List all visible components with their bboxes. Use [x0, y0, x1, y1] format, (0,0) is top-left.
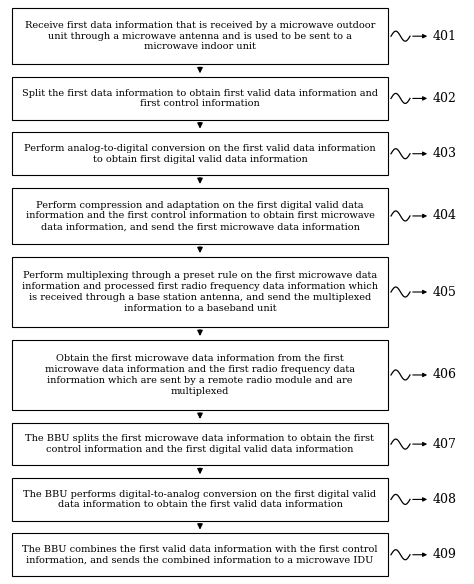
Text: The BBU splits the first microwave data information to obtain the first
control : The BBU splits the first microwave data … — [26, 434, 374, 454]
Text: The BBU combines the first valid data information with the first control
informa: The BBU combines the first valid data in… — [22, 545, 378, 565]
Text: 407: 407 — [433, 437, 457, 451]
Bar — [12, 8, 388, 64]
Text: 401: 401 — [433, 30, 457, 43]
Bar — [12, 133, 388, 175]
Bar — [12, 478, 388, 521]
Text: Split the first data information to obtain first valid data information and
firs: Split the first data information to obta… — [22, 89, 378, 108]
Text: 408: 408 — [433, 493, 457, 506]
Text: 409: 409 — [433, 548, 457, 561]
Text: Perform analog-to-digital conversion on the first valid data information
to obta: Perform analog-to-digital conversion on … — [24, 144, 376, 164]
Text: Perform multiplexing through a preset rule on the first microwave data
informati: Perform multiplexing through a preset ru… — [22, 272, 378, 312]
Text: 406: 406 — [433, 369, 457, 381]
Text: Perform compression and adaptation on the first digital valid data
information a: Perform compression and adaptation on th… — [26, 201, 374, 231]
Bar — [12, 423, 388, 465]
Bar — [12, 188, 388, 244]
Text: The BBU performs digital-to-analog conversion on the first digital valid
data in: The BBU performs digital-to-analog conve… — [23, 489, 376, 509]
Text: Obtain the first microwave data information from the first
microwave data inform: Obtain the first microwave data informat… — [45, 354, 355, 395]
Text: 402: 402 — [433, 92, 457, 105]
Bar — [12, 77, 388, 120]
Bar — [12, 340, 388, 410]
Text: 405: 405 — [433, 286, 457, 298]
Text: Receive first data information that is received by a microwave outdoor
unit thro: Receive first data information that is r… — [25, 21, 375, 51]
Text: 404: 404 — [433, 210, 457, 223]
Text: 403: 403 — [433, 147, 457, 160]
Bar — [12, 533, 388, 576]
Bar — [12, 257, 388, 327]
